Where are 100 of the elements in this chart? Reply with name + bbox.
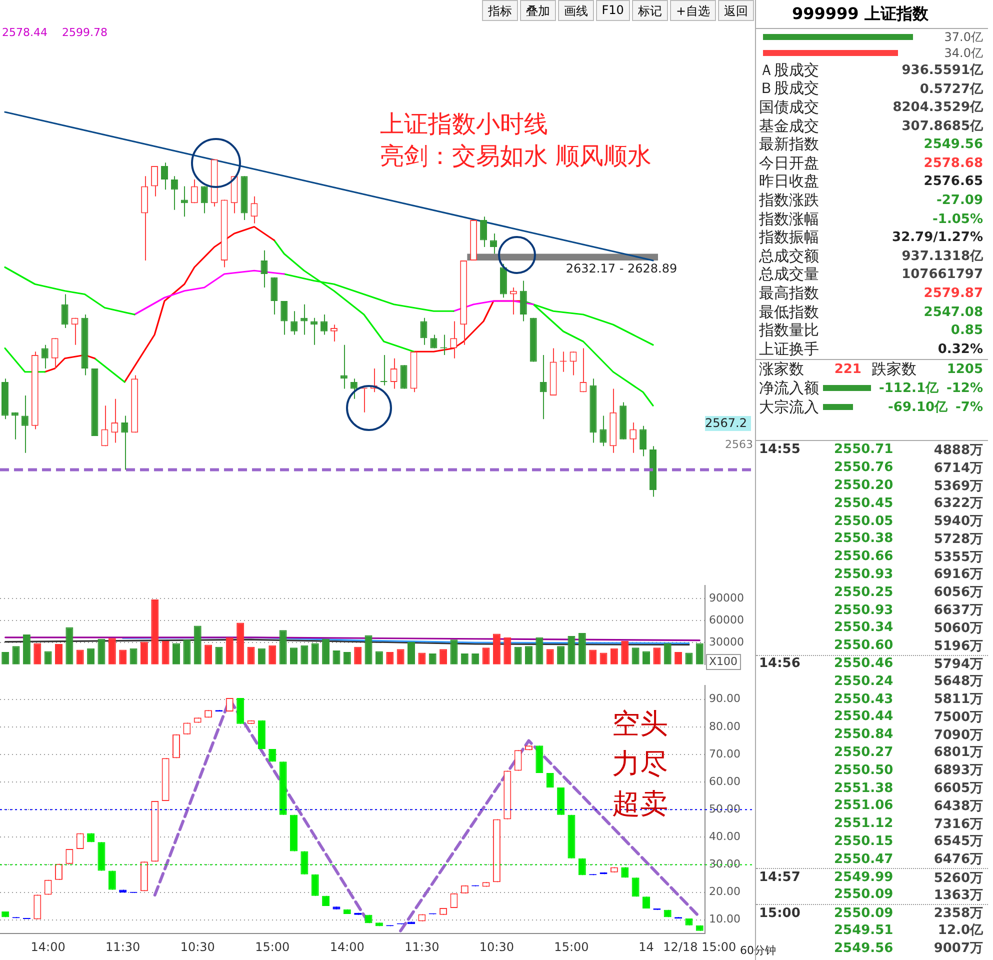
- x-tick-label: 15:00: [554, 940, 589, 954]
- text: 14:56: [759, 656, 802, 672]
- text: 2563: [725, 438, 753, 452]
- text: 今日开盘: [759, 154, 819, 173]
- text: 画线: [558, 0, 594, 21]
- text: 2551.12: [834, 816, 894, 832]
- text: 指数振幅: [759, 228, 819, 248]
- y-tick-label: 10.00: [709, 912, 740, 926]
- text: 7500万: [934, 708, 983, 726]
- text: 7090万: [934, 726, 983, 744]
- text: 指数涨幅: [759, 210, 819, 229]
- text: 2551.06: [834, 798, 894, 814]
- x-tick-label: 10:30: [479, 940, 514, 954]
- text: 2550.46: [834, 656, 894, 672]
- x-tick-label: 11:30: [404, 940, 440, 954]
- text: 国债成交: [759, 98, 819, 117]
- text: 2599.78: [62, 26, 108, 40]
- text: 最新指数: [759, 135, 819, 154]
- text: 2550.09: [834, 887, 894, 902]
- text: +自选: [670, 0, 716, 21]
- text: 6801万: [934, 744, 983, 762]
- y-tick-label: 50.00: [709, 802, 740, 816]
- text: 2578.68: [924, 156, 983, 171]
- text: 2550.93: [834, 602, 894, 618]
- text: 指数量比: [759, 321, 819, 340]
- annotation: 力尽: [612, 746, 668, 781]
- text: 2550.34: [834, 620, 894, 636]
- text: 7316万: [934, 816, 983, 833]
- text: 5728万: [934, 530, 983, 548]
- text: 指数涨跌: [759, 190, 819, 210]
- x-tick-label: 15:00: [255, 940, 290, 954]
- text: 6893万: [934, 762, 983, 780]
- text: 5260万: [934, 870, 983, 887]
- text: 5940万: [934, 513, 983, 530]
- text: Ａ股成交: [759, 60, 819, 80]
- text: 1205: [946, 362, 984, 376]
- text: 6322万: [934, 495, 983, 512]
- text: 2549.56: [924, 137, 983, 152]
- text: 2550.43: [834, 692, 894, 707]
- y-tick-label: 70.00: [709, 747, 740, 760]
- text: X100: [706, 654, 741, 670]
- text: 涨家数: [759, 360, 804, 378]
- text: 32.79/1.27%: [892, 230, 983, 246]
- text: 37.0亿: [944, 28, 983, 46]
- text: -27.09: [936, 192, 983, 208]
- text: 307.8685亿: [902, 118, 983, 136]
- y-tick-label: 60000: [709, 613, 744, 626]
- y-tick-label: 40.00: [709, 830, 740, 844]
- text: 2576.65: [924, 174, 983, 190]
- text: 2550.60: [834, 638, 894, 654]
- x-tick-label: 14:00: [330, 940, 364, 954]
- text: 2551.38: [834, 780, 894, 796]
- text: 2549.56: [834, 940, 894, 956]
- text: 昨日收盘: [759, 172, 819, 192]
- band-label: 2632.17 - 2628.89: [566, 262, 678, 276]
- annotation: 空头: [612, 706, 668, 741]
- text: 14:55: [759, 442, 802, 458]
- text: 2567.2: [705, 416, 751, 431]
- text: 2547.08: [924, 304, 983, 320]
- text: 14:57: [759, 870, 802, 886]
- text: 2550.24: [834, 674, 894, 689]
- text: 2550.84: [834, 727, 894, 742]
- x-tick-label: 12/18 15:00: [663, 940, 736, 954]
- text: 2550.09: [834, 906, 894, 921]
- text: 2549.51: [834, 922, 894, 938]
- text: 叠加: [520, 0, 556, 21]
- text: 221: [834, 362, 862, 376]
- text: 最高指数: [759, 284, 819, 303]
- text: 2550.20: [834, 478, 894, 493]
- text: 936.5591亿: [902, 62, 983, 80]
- text: 0.85: [950, 323, 983, 338]
- text: Ｂ股成交: [759, 79, 819, 98]
- text: 2358万: [934, 905, 983, 922]
- text: 2550.71: [834, 442, 894, 458]
- text: 2550.15: [834, 834, 894, 849]
- text: 2550.66: [834, 549, 894, 564]
- text: 34.0亿: [944, 44, 983, 62]
- text: 9007万: [934, 940, 983, 958]
- text: 2550.38: [834, 531, 894, 546]
- text: 5060万: [934, 620, 983, 637]
- y-tick-label: 90.00: [709, 692, 740, 706]
- text: 6476万: [934, 851, 983, 868]
- text: 6916万: [934, 566, 983, 584]
- text: 12.0亿: [938, 922, 983, 940]
- text: 6438万: [934, 798, 983, 815]
- text: 15:00: [759, 906, 802, 921]
- text: 5794万: [934, 656, 983, 673]
- text: 2550.47: [834, 852, 894, 867]
- text: 5369万: [934, 478, 983, 494]
- text: 最低指数: [759, 302, 819, 322]
- x-tick-label: 14:00: [30, 940, 66, 954]
- text: 上证换手: [759, 340, 819, 359]
- text: 937.1318亿: [902, 248, 983, 266]
- text: 2549.99: [834, 870, 894, 886]
- text: 基金成交: [759, 116, 819, 136]
- y-tick-label: 30000: [709, 635, 744, 648]
- text: 6605万: [934, 780, 983, 798]
- text: -1.05%: [932, 212, 983, 227]
- text: 1363万: [934, 886, 983, 904]
- text: 2578.44: [2, 26, 48, 40]
